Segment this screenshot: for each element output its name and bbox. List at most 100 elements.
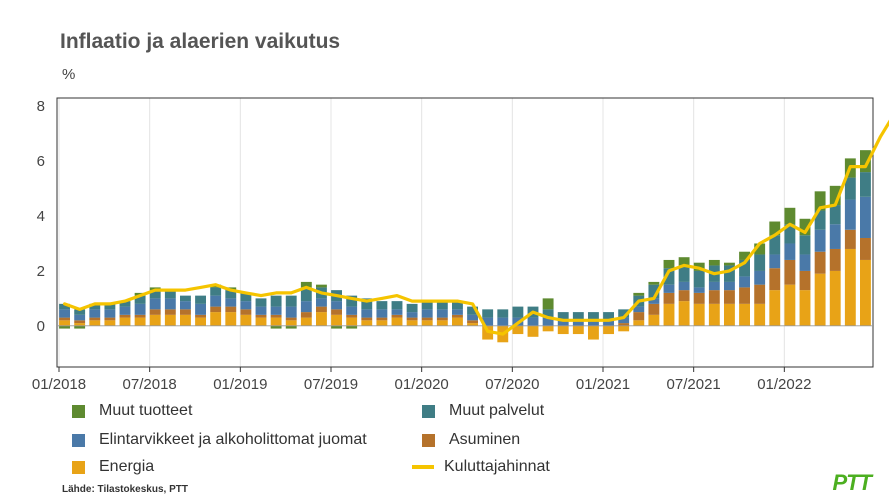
bar-segment-2 — [603, 320, 614, 326]
bar-segment-3 — [240, 292, 252, 302]
bar-segment-2 — [648, 298, 660, 304]
bar-segment-2 — [180, 301, 191, 310]
bar-segment-0 — [860, 259, 871, 326]
y-tick-label: 6 — [37, 153, 45, 170]
bar-segment-3 — [512, 306, 524, 318]
bar-segment-1 — [860, 237, 871, 260]
bar-segment-0 — [557, 325, 569, 335]
x-tick-label: 07/2019 — [304, 376, 358, 393]
bar-segment-3 — [648, 284, 660, 299]
bar-segment-3 — [557, 312, 569, 321]
bar-segment-2 — [436, 309, 448, 318]
bar-segment-2 — [225, 298, 237, 307]
bar-segment-1 — [633, 312, 645, 321]
bar-segment-1 — [195, 314, 206, 318]
bar-segment-0 — [829, 270, 841, 326]
bar-segment-0 — [195, 317, 206, 326]
bar-segment-0 — [361, 320, 373, 326]
bar-segment-0 — [149, 314, 161, 326]
bar-segment-4 — [633, 292, 645, 296]
legend-item-elintarvikkeet: Elintarvikkeet ja alkoholittomat juomat — [72, 431, 367, 449]
bar-segment-2 — [769, 254, 781, 269]
bar-segment-3 — [588, 312, 599, 321]
bar-segment-4 — [860, 150, 871, 173]
bar-segment-2 — [210, 295, 222, 307]
bar-segment-0 — [255, 317, 267, 326]
bar-segment-3 — [693, 270, 705, 288]
bar-segment-3 — [436, 301, 448, 310]
bar-segment-1 — [300, 312, 312, 318]
bar-segment-0 — [527, 325, 539, 337]
bar-segment-3 — [482, 309, 494, 318]
bar-segment-2 — [331, 301, 342, 310]
bar-segment-0 — [769, 290, 781, 326]
bar-segment-3 — [860, 172, 871, 197]
bar-segment-0 — [648, 314, 660, 326]
bar-segment-3 — [618, 309, 630, 318]
bar-segment-0 — [225, 312, 237, 326]
bar-segment-4 — [784, 207, 796, 225]
bar-segment-4 — [663, 259, 675, 269]
bar-segment-1 — [376, 317, 388, 321]
bar-segment-1 — [436, 317, 448, 321]
bar-segment-0 — [421, 320, 433, 326]
chart-title: Inflaatio ja alaerien vaikutus — [60, 30, 341, 53]
bar-segment-3 — [542, 309, 554, 318]
bar-segment-0 — [452, 317, 463, 326]
bar-segment-0 — [588, 325, 599, 340]
legend-swatch-muut-tuotteet — [72, 404, 85, 418]
x-tick-label: 01/2019 — [213, 376, 267, 393]
bar-segment-2 — [406, 312, 418, 318]
cpi-line-path — [62, 119, 889, 336]
bar-segment-2 — [361, 309, 373, 318]
bar-segment-3 — [255, 298, 267, 307]
legend-label-muut-palvelut: Muut palvelut — [449, 402, 545, 419]
bar-segment-3 — [572, 312, 584, 321]
legend-item-kuluttajahinnat: Kuluttajahinnat — [412, 458, 550, 476]
bar-segment-0 — [391, 317, 403, 326]
axes: 0 2 4 6 8 01/2018 07/2018 01/2019 07/2019 01/2020… — [32, 97, 874, 393]
bar-segment-1 — [89, 317, 101, 321]
bar-segment-1 — [663, 292, 675, 304]
bar-segment-2 — [482, 317, 494, 326]
bar-segment-3 — [149, 290, 161, 299]
bar-segment-1 — [406, 317, 418, 321]
source-note: Lähde: Tilastokeskus, PTT — [62, 484, 188, 495]
bar-segment-4 — [331, 325, 342, 329]
bar-segment-4 — [285, 325, 297, 329]
bar-segment-4 — [678, 257, 690, 266]
bar-segment-1 — [769, 268, 781, 291]
bar-segment-2 — [285, 306, 297, 318]
bar-segment-3 — [346, 295, 358, 307]
bar-segment-0 — [436, 320, 448, 326]
bar-segment-4 — [59, 325, 70, 329]
bar-segment-3 — [769, 235, 781, 255]
bar-segment-3 — [467, 306, 478, 315]
legend-swatch-elintarvikkeet — [72, 433, 85, 447]
legend-swatch-asuminen — [422, 433, 435, 447]
bar-segment-0 — [134, 317, 146, 326]
bar-segment-1 — [467, 320, 478, 324]
bar-segment-2 — [421, 309, 433, 318]
bar-segment-3 — [844, 177, 856, 200]
bar-segment-0 — [89, 320, 101, 326]
bar-segment-4 — [300, 281, 312, 288]
bar-segment-1 — [59, 317, 70, 321]
bar-segment-1 — [678, 290, 690, 302]
bar-segment-1 — [844, 229, 856, 249]
bar-segment-4 — [814, 191, 826, 211]
bar-segment-4 — [74, 325, 86, 329]
bar-segment-2 — [452, 309, 463, 315]
chart-plot: 0 2 4 6 8 01/2018 07/2018 01/2019 07/2019 01/2020… — [32, 97, 889, 393]
bar-segment-2 — [376, 309, 388, 318]
y-tick-label: 2 — [37, 263, 45, 280]
y-axis-unit: % — [62, 66, 76, 83]
bar-segment-0 — [119, 317, 131, 326]
bar-segment-1 — [421, 317, 433, 321]
bar-segment-2 — [527, 317, 539, 326]
bar-segment-1 — [316, 306, 327, 313]
bar-segment-2 — [588, 320, 599, 326]
bar-segment-2 — [814, 229, 826, 252]
bar-segment-4 — [799, 218, 811, 236]
bar-segment-3 — [74, 309, 86, 315]
